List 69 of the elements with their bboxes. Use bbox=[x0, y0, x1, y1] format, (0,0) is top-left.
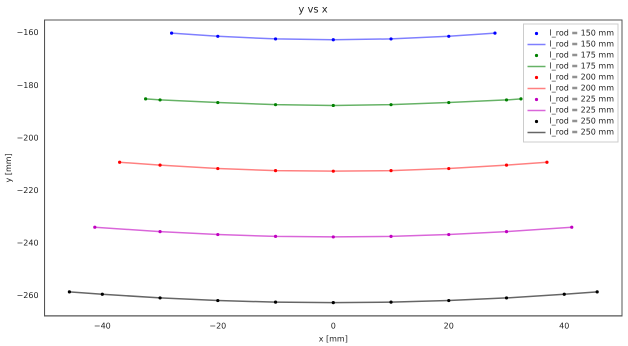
point bbox=[332, 170, 335, 173]
point bbox=[144, 97, 148, 100]
y-tick-label: −220 bbox=[16, 186, 39, 195]
point bbox=[170, 32, 174, 35]
point bbox=[68, 290, 71, 294]
x-tick-label: −20 bbox=[209, 322, 226, 331]
y-tick-label: −180 bbox=[16, 80, 39, 90]
point bbox=[274, 37, 278, 41]
y-tick-label: −240 bbox=[16, 238, 39, 248]
legend-label: l_rod = 225 mm bbox=[550, 106, 614, 115]
legend-label: l_rod = 225 mm bbox=[550, 94, 614, 104]
point bbox=[447, 232, 450, 236]
legend-label: l_rod = 175 mm bbox=[550, 62, 614, 71]
legend-label: l_rod = 150 mm bbox=[550, 28, 614, 38]
point bbox=[332, 301, 335, 304]
point bbox=[332, 235, 335, 239]
point bbox=[504, 296, 508, 300]
point bbox=[332, 104, 335, 108]
point bbox=[158, 98, 162, 102]
point bbox=[504, 164, 508, 167]
point bbox=[274, 169, 278, 172]
point bbox=[158, 296, 162, 300]
point bbox=[493, 32, 497, 35]
x-axis-title: x [mm] bbox=[318, 334, 348, 344]
x-tick-label: −40 bbox=[94, 322, 111, 331]
point bbox=[562, 292, 566, 296]
point bbox=[389, 37, 393, 41]
point bbox=[216, 166, 220, 170]
point bbox=[447, 298, 450, 302]
legend-label: l_rod = 250 mm bbox=[550, 116, 614, 126]
y-tick-label: −260 bbox=[16, 291, 39, 300]
point bbox=[216, 34, 220, 38]
point bbox=[118, 160, 122, 164]
point bbox=[447, 34, 450, 38]
point bbox=[596, 290, 599, 294]
x-tick-label: 0 bbox=[330, 322, 336, 331]
point bbox=[504, 230, 508, 234]
point bbox=[158, 230, 162, 234]
point bbox=[158, 164, 162, 167]
point bbox=[332, 38, 335, 42]
point bbox=[519, 97, 523, 100]
point bbox=[545, 160, 549, 164]
point bbox=[216, 298, 220, 302]
legend-label: l_rod = 250 mm bbox=[550, 128, 614, 137]
point bbox=[504, 98, 508, 102]
point bbox=[389, 234, 393, 238]
point bbox=[274, 300, 278, 304]
y-tick-label: −160 bbox=[16, 28, 39, 38]
point bbox=[389, 169, 393, 172]
chart-title: y vs x bbox=[298, 4, 328, 16]
legend-label: l_rod = 200 mm bbox=[550, 84, 614, 93]
point bbox=[216, 100, 220, 104]
point bbox=[570, 226, 574, 229]
point bbox=[274, 234, 278, 238]
x-tick-label: 40 bbox=[559, 322, 570, 331]
point bbox=[216, 232, 220, 236]
point bbox=[389, 300, 393, 304]
x-tick-label: 20 bbox=[444, 322, 454, 331]
legend-label: l_rod = 150 mm bbox=[550, 40, 614, 49]
y-axis-title: y [mm] bbox=[4, 153, 13, 182]
point bbox=[447, 100, 450, 104]
legend-label: l_rod = 200 mm bbox=[550, 72, 614, 82]
point bbox=[447, 166, 450, 170]
point bbox=[100, 292, 104, 296]
point bbox=[389, 103, 393, 106]
point bbox=[274, 103, 278, 106]
point bbox=[93, 226, 96, 229]
y-tick-label: −200 bbox=[16, 133, 39, 142]
legend-label: l_rod = 175 mm bbox=[550, 50, 614, 60]
